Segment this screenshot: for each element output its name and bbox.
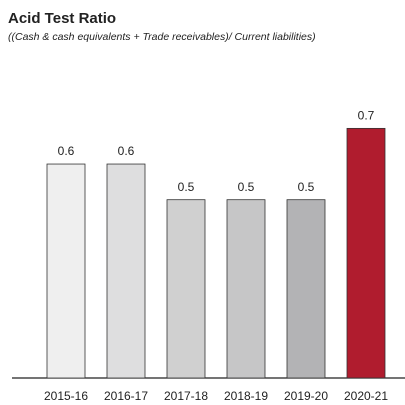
bar [106, 163, 146, 379]
value-label: 0.5 [178, 180, 195, 194]
value-label: 0.5 [238, 180, 255, 194]
x-tick-label: 2019-20 [284, 389, 328, 403]
value-label: 0.5 [298, 180, 315, 194]
chart-subtitle: ((Cash & cash equivalents + Trade receiv… [8, 31, 316, 43]
bar [46, 163, 86, 379]
value-label: 0.7 [358, 109, 375, 123]
x-tick-label: 2020-21 [344, 389, 388, 403]
chart-title: Acid Test Ratio [8, 10, 116, 27]
bar [226, 199, 266, 379]
value-label: 0.6 [58, 144, 75, 158]
bar [166, 199, 206, 379]
x-tick-label: 2015-16 [44, 389, 88, 403]
bar [286, 199, 326, 379]
x-tick-label: 2018-19 [224, 389, 268, 403]
value-label: 0.6 [118, 144, 135, 158]
x-tick-label: 2017-18 [164, 389, 208, 403]
bar [346, 127, 386, 379]
x-tick-label: 2016-17 [104, 389, 148, 403]
